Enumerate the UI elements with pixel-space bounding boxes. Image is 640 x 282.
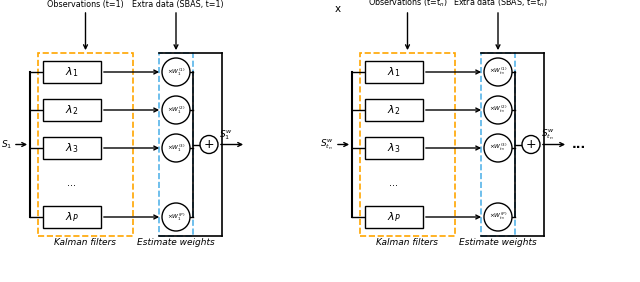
Text: +: + [204,138,214,151]
Circle shape [200,135,218,153]
Text: $S_{t_n}^w$: $S_{t_n}^w$ [541,128,555,142]
Bar [365,137,423,159]
Text: Observations (t=t$_n$): Observations (t=t$_n$) [367,0,447,9]
Text: $\lambda_2$: $\lambda_2$ [387,103,401,117]
Text: $\lambda_3$: $\lambda_3$ [387,141,401,155]
Bar [159,53,193,236]
Text: $S_{t_n}^w$: $S_{t_n}^w$ [321,137,334,152]
Bar [481,53,515,236]
Text: $\lambda_P$: $\lambda_P$ [387,210,401,224]
Text: Extra data (SBAS, t=1): Extra data (SBAS, t=1) [132,0,224,9]
Text: $\times W_1^{(P)}$: $\times W_1^{(P)}$ [167,211,185,223]
Text: $\times W_1^{(1)}$: $\times W_1^{(1)}$ [166,66,186,78]
Text: $\times W_{t_n}^{(3)}$: $\times W_{t_n}^{(3)}$ [489,142,508,154]
Circle shape [484,203,512,231]
Bar [38,53,133,236]
Text: Extra data (SBAS, t=t$_n$): Extra data (SBAS, t=t$_n$) [452,0,547,9]
Text: Observations (t=1): Observations (t=1) [47,0,124,9]
Text: $\lambda_1$: $\lambda_1$ [387,65,401,79]
Text: $\times W_1^{(3)}$: $\times W_1^{(3)}$ [166,142,186,154]
Bar [43,206,101,228]
Circle shape [522,135,540,153]
Text: $\times W_{t_n}^{(P)}$: $\times W_{t_n}^{(P)}$ [489,211,508,223]
Text: $\times W_{t_n}^{(1)}$: $\times W_{t_n}^{(1)}$ [489,66,508,78]
Circle shape [162,203,190,231]
Bar [43,99,101,121]
Text: $\lambda_2$: $\lambda_2$ [65,103,79,117]
Text: $\times W_1^{(2)}$: $\times W_1^{(2)}$ [166,104,186,116]
Text: $\times W_{t_n}^{(2)}$: $\times W_{t_n}^{(2)}$ [489,104,508,116]
Text: ...: ... [390,177,399,188]
Bar [365,61,423,83]
Text: $\lambda_1$: $\lambda_1$ [65,65,79,79]
Circle shape [162,58,190,86]
Text: Estimate weights: Estimate weights [459,238,537,247]
Text: ...: ... [67,177,77,188]
Text: $S_1$: $S_1$ [1,138,12,151]
Bar [43,61,101,83]
Circle shape [484,134,512,162]
Bar [365,99,423,121]
Text: ...: ... [572,138,586,151]
Text: $S_1^w$: $S_1^w$ [219,129,232,142]
Text: $\lambda_P$: $\lambda_P$ [65,210,79,224]
Text: Kalman filters: Kalman filters [54,238,116,247]
Bar [43,137,101,159]
Circle shape [484,96,512,124]
Text: +: + [525,138,536,151]
Bar [360,53,455,236]
Text: x: x [335,4,341,14]
Text: Estimate weights: Estimate weights [137,238,215,247]
Circle shape [484,58,512,86]
Circle shape [162,96,190,124]
Text: Kalman filters: Kalman filters [376,238,438,247]
Circle shape [162,134,190,162]
Text: $\lambda_3$: $\lambda_3$ [65,141,79,155]
Bar [365,206,423,228]
